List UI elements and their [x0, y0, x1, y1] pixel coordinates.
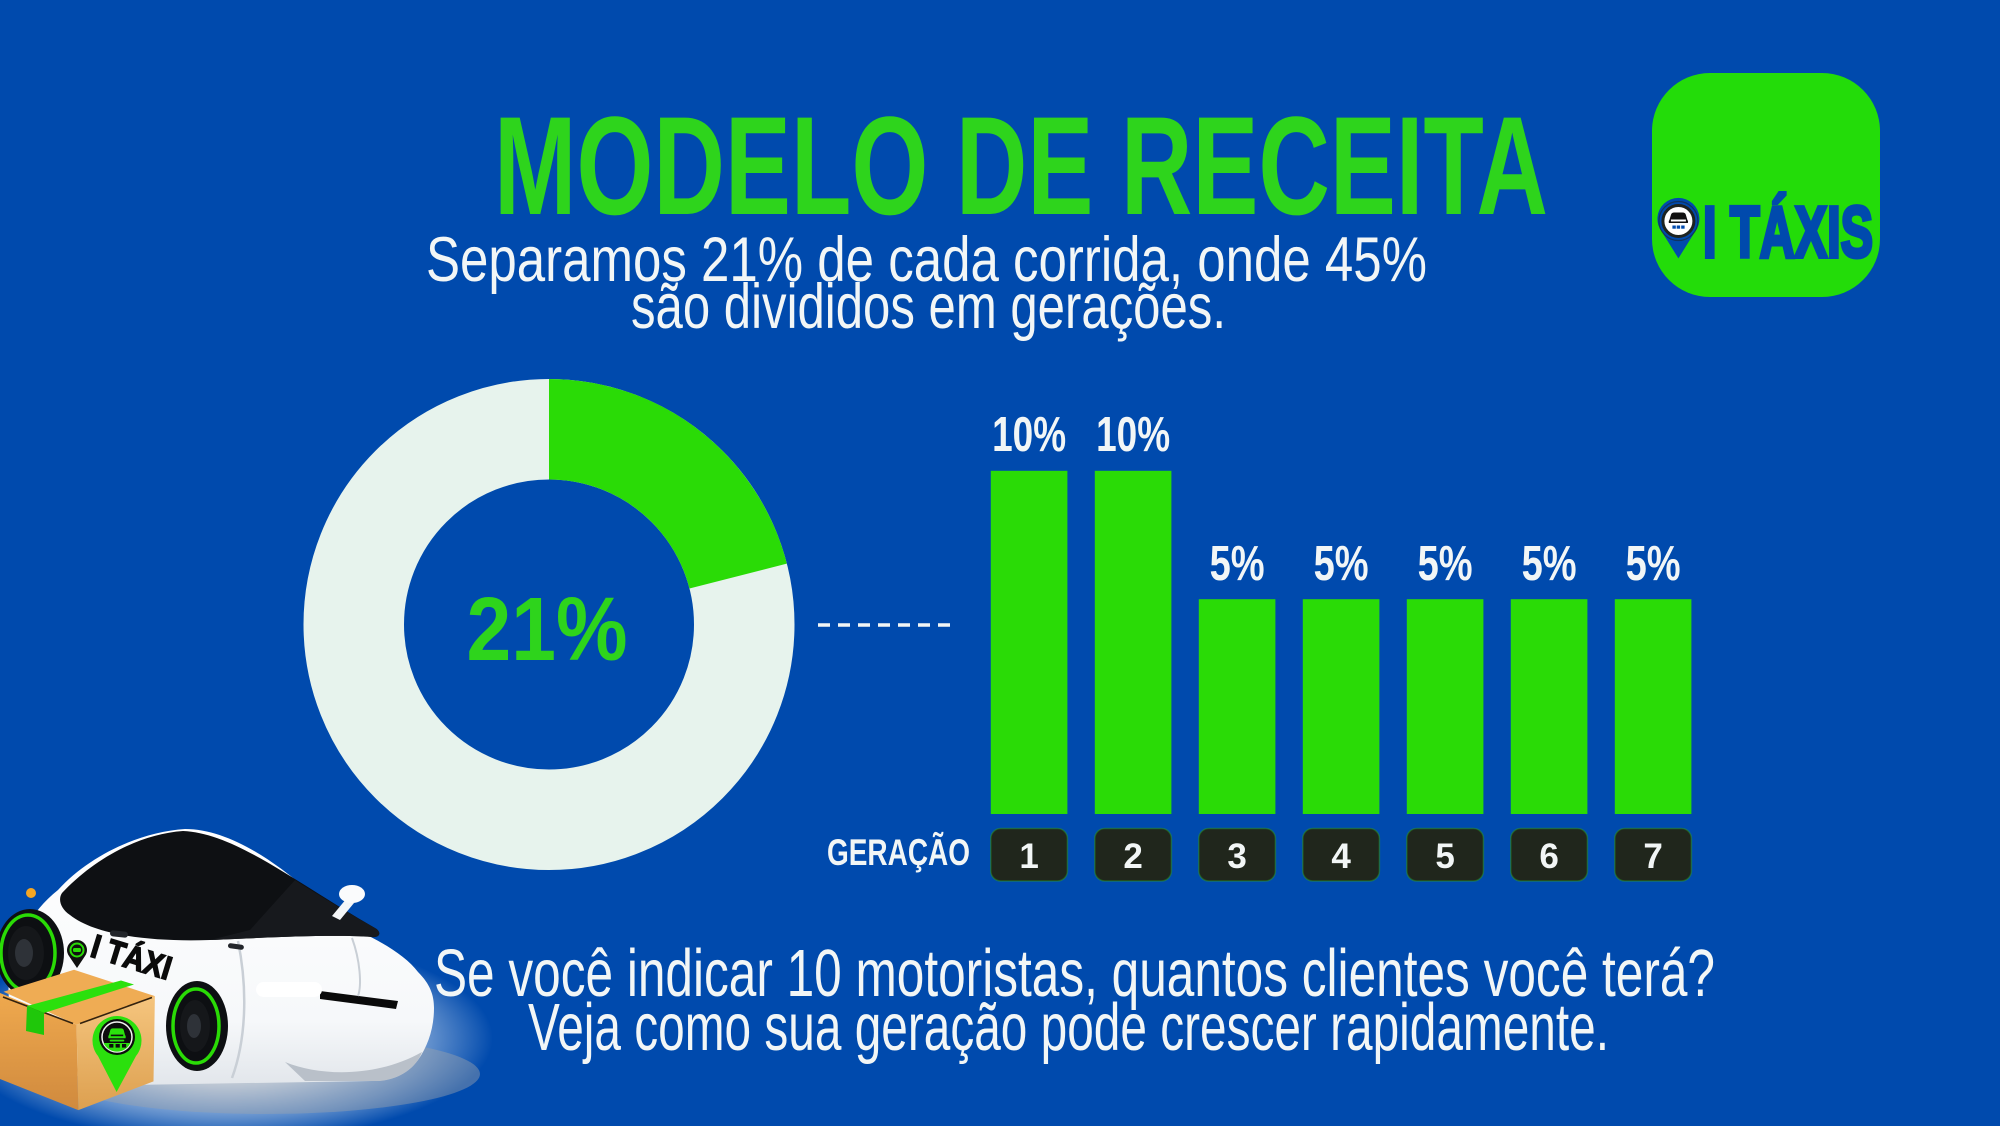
- svg-text:5%: 5%: [1626, 537, 1681, 591]
- svg-text:Separamos 21% de cada corrida,: Separamos 21% de cada corrida, onde 45%: [426, 225, 1427, 295]
- svg-text:Veja como sua geração pode cre: Veja como sua geração pode crescer rapid…: [528, 990, 1609, 1065]
- svg-text:4: 4: [1331, 837, 1351, 876]
- svg-text:GERAÇÃO: GERAÇÃO: [827, 831, 970, 873]
- svg-text:5%: 5%: [1210, 537, 1265, 591]
- svg-text:5%: 5%: [1522, 537, 1577, 591]
- svg-text:I TÁXIS: I TÁXIS: [1703, 193, 1873, 273]
- svg-text:10%: 10%: [992, 408, 1066, 462]
- svg-text:são divididos em gerações.: são divididos em gerações.: [631, 272, 1226, 342]
- svg-text:1: 1: [1019, 837, 1038, 876]
- svg-text:3: 3: [1227, 837, 1246, 876]
- svg-text:21%: 21%: [467, 580, 628, 680]
- svg-text:MODELO DE RECEITA: MODELO DE RECEITA: [494, 87, 1548, 244]
- svg-text:5%: 5%: [1418, 537, 1473, 591]
- svg-text:7: 7: [1643, 837, 1662, 876]
- svg-text:5: 5: [1435, 837, 1454, 876]
- svg-text:6: 6: [1539, 837, 1558, 876]
- svg-text:10%: 10%: [1096, 408, 1170, 462]
- svg-text:5%: 5%: [1314, 537, 1369, 591]
- svg-text:Se você indicar 10 motoristas,: Se você indicar 10 motoristas, quantos c…: [434, 936, 1715, 1011]
- svg-text:2: 2: [1123, 837, 1142, 876]
